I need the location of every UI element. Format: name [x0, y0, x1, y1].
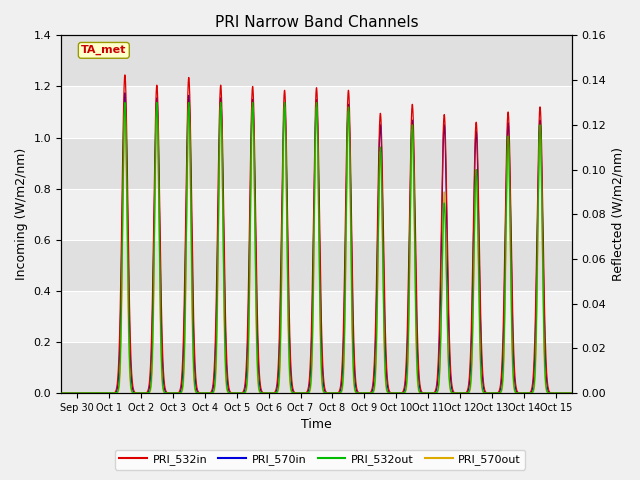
Title: PRI Narrow Band Channels: PRI Narrow Band Channels: [214, 15, 419, 30]
X-axis label: Time: Time: [301, 419, 332, 432]
Bar: [61, 36, 572, 86]
Bar: [61, 342, 572, 393]
Legend: PRI_532in, PRI_570in, PRI_532out, PRI_570out: PRI_532in, PRI_570in, PRI_532out, PRI_57…: [115, 450, 525, 469]
Bar: [61, 291, 572, 342]
Y-axis label: Reflected (W/m2/nm): Reflected (W/m2/nm): [612, 147, 625, 281]
Bar: [61, 189, 572, 240]
Bar: [61, 240, 572, 291]
Bar: [61, 138, 572, 189]
Bar: [61, 86, 572, 138]
Y-axis label: Incoming (W/m2/nm): Incoming (W/m2/nm): [15, 148, 28, 280]
Text: TA_met: TA_met: [81, 45, 127, 56]
